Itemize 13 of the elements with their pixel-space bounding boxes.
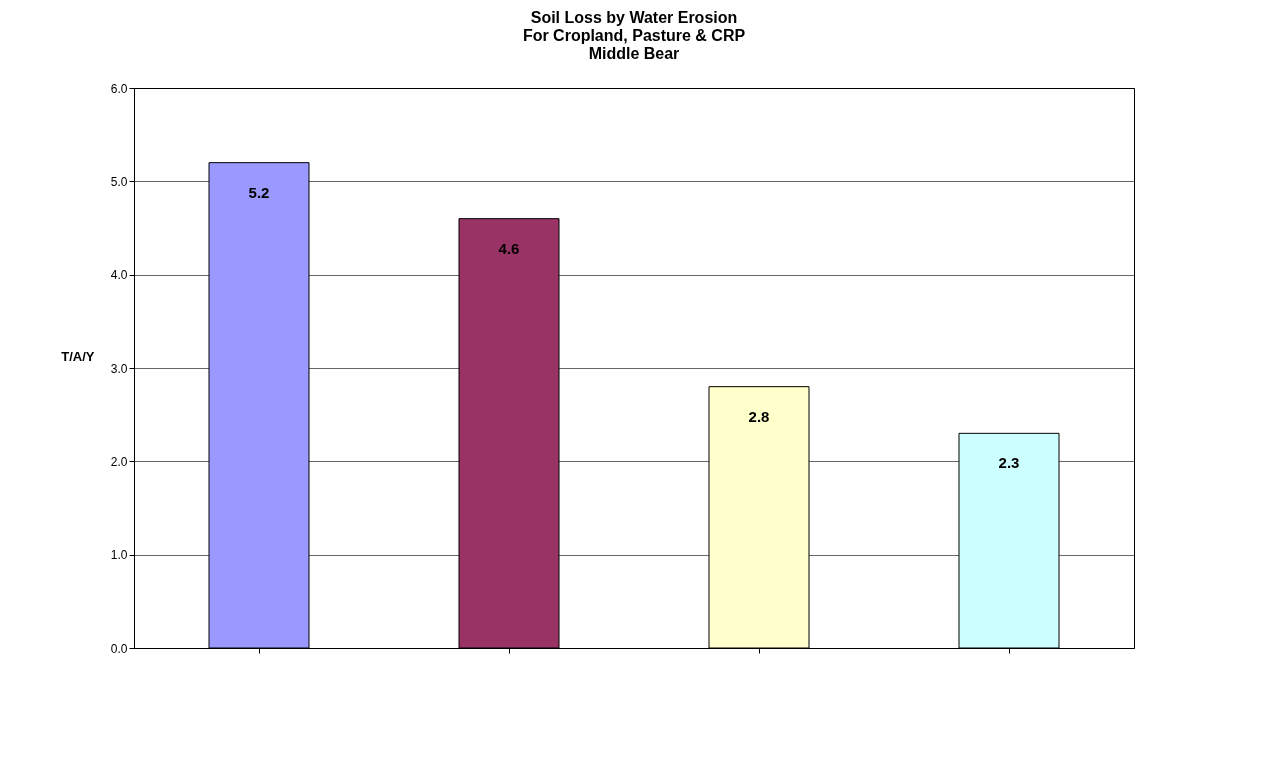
y-axis-title: T/A/Y	[61, 348, 95, 364]
y-tick-label: 0.0	[110, 641, 128, 656]
y-tick-label: 6.0	[110, 81, 128, 96]
y-tick-label: 1.0	[110, 548, 128, 563]
data-label: 5.2	[248, 183, 270, 201]
data-label: 2.3	[998, 454, 1020, 472]
y-tick-label: 2.0	[110, 454, 128, 469]
y-tick-label: 4.0	[110, 268, 128, 283]
chart-title: Soil Loss by Water Erosion For Cropland, Pasture & CRP Middle Bear	[522, 9, 746, 62]
y-tick-label: 5.0	[110, 174, 128, 189]
y-tick-label: 3.0	[110, 361, 128, 376]
data-label: 4.6	[498, 239, 520, 257]
data-label: 2.8	[748, 407, 770, 425]
